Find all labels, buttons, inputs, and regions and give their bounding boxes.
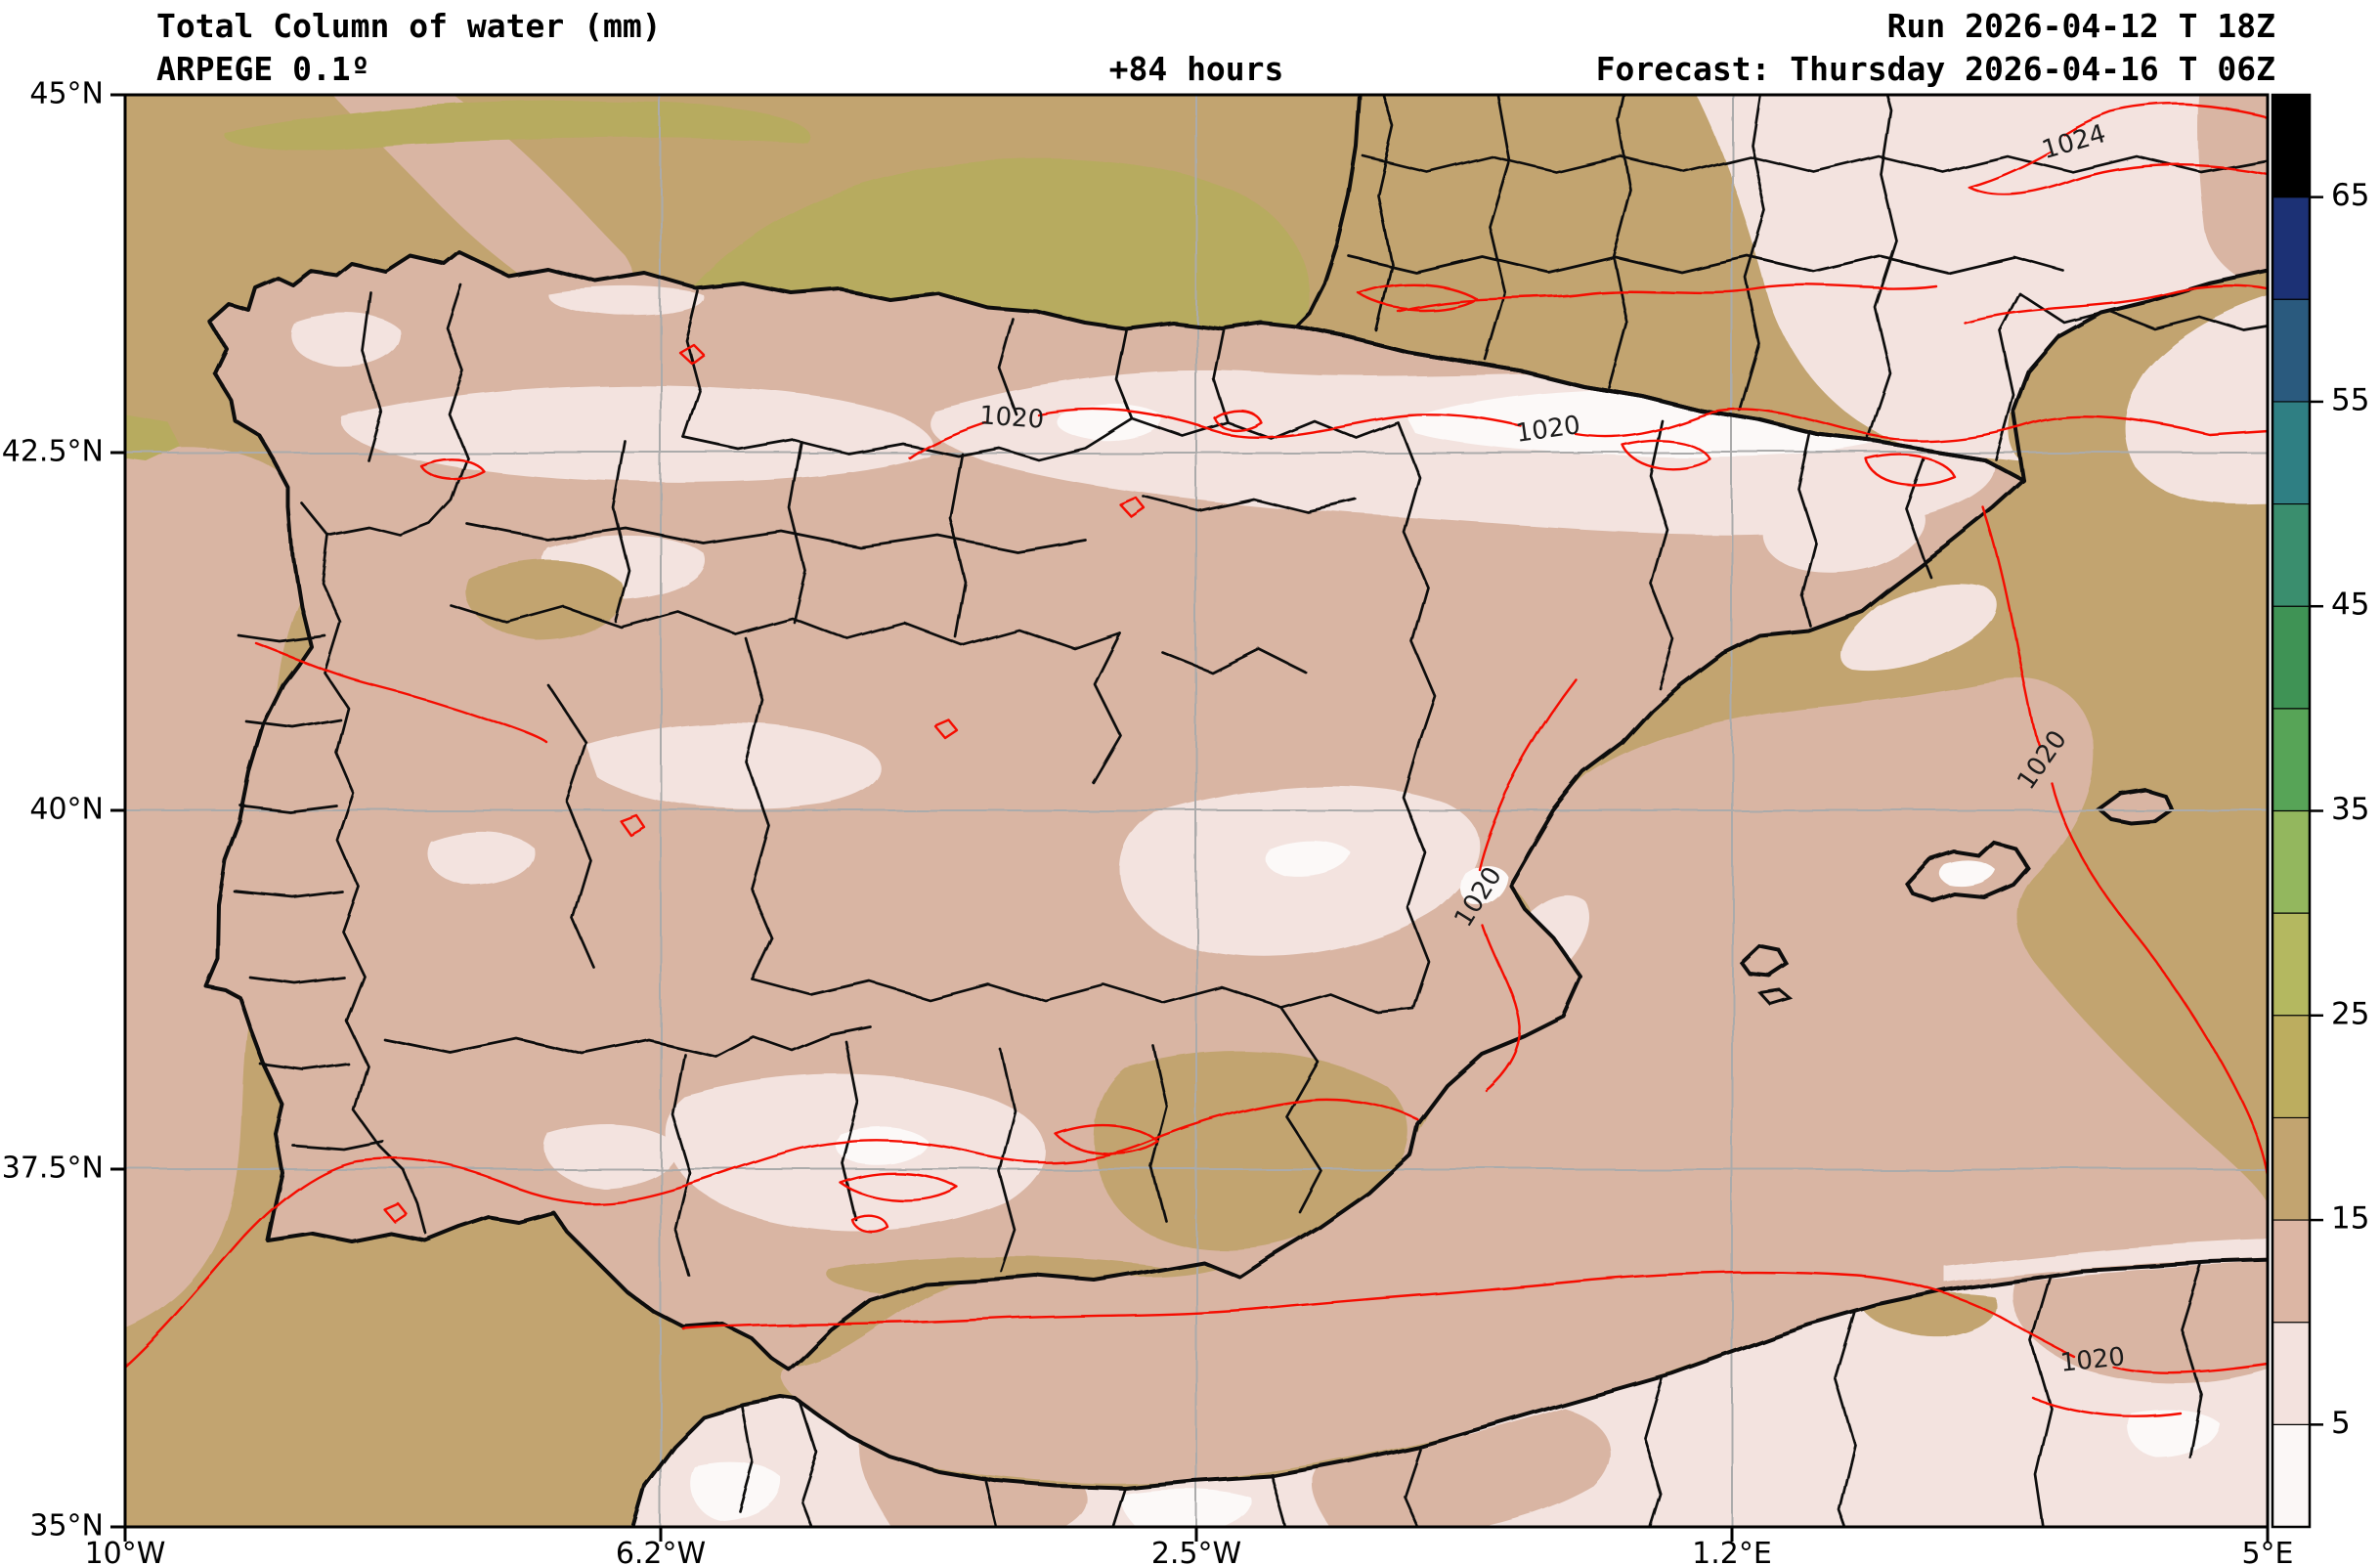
colorbar-outline	[2271, 93, 2312, 1529]
colorbar-tick-label: 5	[2331, 1406, 2351, 1441]
y-tick-label: 35°N	[29, 1509, 104, 1544]
colorbar-segment	[2272, 1015, 2310, 1118]
colorbar-segment	[2272, 196, 2310, 300]
island-formentera	[1756, 987, 1793, 1005]
y-tick-label: 40°N	[29, 793, 104, 827]
colorbar-segment	[2272, 810, 2310, 914]
x-tick-label: 5°E	[2241, 1537, 2293, 1566]
y-tick-label: 37.5°N	[2, 1152, 104, 1186]
isobar-label: 1020	[2058, 1342, 2126, 1378]
x-tick-label: 6.2°W	[616, 1537, 706, 1566]
run-label: Run 2026-04-12 T 18Z	[1887, 7, 2275, 45]
colorbar-tick-label: 15	[2331, 1201, 2369, 1237]
colorbar-segment	[2272, 503, 2310, 607]
graticule	[125, 95, 2268, 1527]
y-axis-labels: 45°N 42.5°N 40°N 37.5°N 35°N	[2, 77, 104, 1544]
colorbar-segment	[2272, 299, 2310, 403]
colorbar-tick-label: 35	[2331, 792, 2369, 827]
colorbar: 5 15 25 35 45 55 65	[2271, 93, 2369, 1529]
colorbar-segment	[2272, 401, 2310, 505]
colorbar-segment	[2272, 913, 2310, 1017]
y-tick-label: 42.5°N	[2, 435, 104, 469]
x-tick-label: 2.5°W	[1151, 1537, 1241, 1566]
colorbar-tick-label: 65	[2331, 178, 2369, 213]
lead-time-label: +84 hours	[1109, 50, 1284, 88]
x-tick-label: 1.2°E	[1692, 1537, 1772, 1566]
pressure-contours	[125, 104, 2268, 1417]
colorbar-tick-label: 25	[2331, 996, 2369, 1031]
x-tick-label: 10°W	[85, 1537, 166, 1566]
colorbar-segment	[2272, 708, 2310, 811]
colorbar-segment	[2272, 1220, 2310, 1324]
balearic-islands	[1739, 787, 2175, 1005]
france-patches	[1686, 95, 2268, 461]
colorbar-segment	[2272, 1117, 2310, 1221]
france-borders	[1347, 95, 2268, 461]
colorbar-tick-label: 55	[2331, 382, 2369, 417]
africa-borders	[737, 1263, 2203, 1527]
island-ibiza	[1739, 943, 1790, 979]
model-label: ARPEGE 0.1º	[156, 50, 370, 88]
colorbar-segment	[2272, 606, 2310, 710]
x-axis-labels: 10°W 6.2°W 2.5°W 1.2°E 5°E	[85, 1537, 2294, 1566]
header: Total Column of water (mm) ARPEGE 0.1º +…	[156, 7, 2275, 88]
y-tick-label: 45°N	[29, 77, 104, 111]
page-title: Total Column of water (mm)	[156, 7, 662, 45]
axis-ticks	[110, 93, 2270, 1542]
colorbar-segment	[2272, 1424, 2310, 1528]
isobar-label: 1020	[978, 401, 1045, 435]
forecast-label: Forecast: Thursday 2026-04-16 T 06Z	[1596, 50, 2275, 88]
colorbar-tick-label: 45	[2331, 587, 2369, 623]
colorbar-segment	[2272, 95, 2310, 198]
colorbar-segment	[2272, 1322, 2310, 1425]
